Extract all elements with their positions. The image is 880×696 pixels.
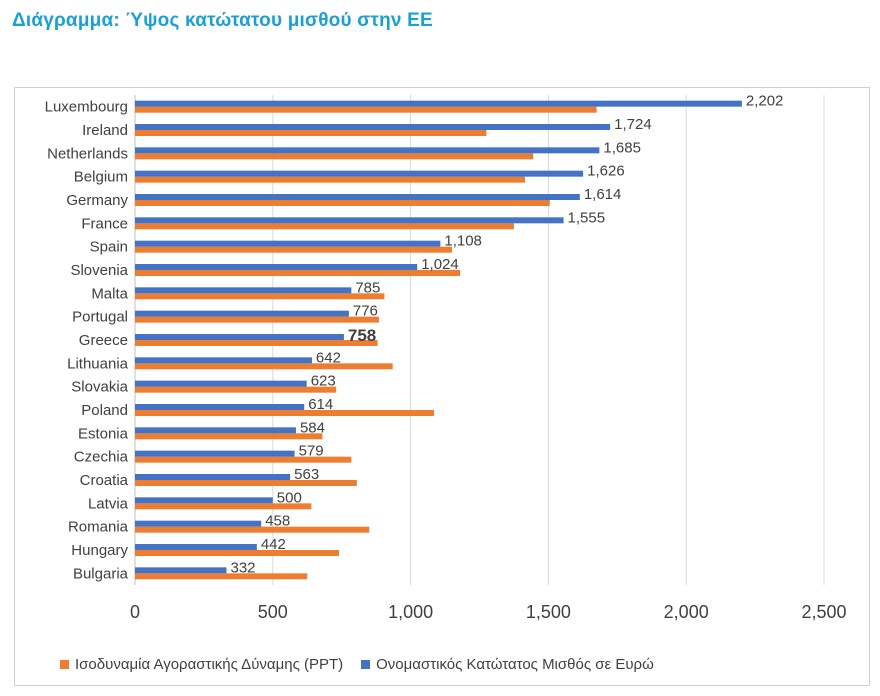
bar-ppt <box>135 550 339 556</box>
bar-nominal <box>135 404 305 410</box>
bar-ppt <box>135 410 435 416</box>
x-tick-label: 500 <box>258 602 288 622</box>
data-label: 642 <box>316 349 341 366</box>
bar-ppt <box>135 316 379 323</box>
category-label: Estonia <box>78 425 129 442</box>
data-label: 785 <box>355 279 380 296</box>
category-label: Slovenia <box>70 262 128 279</box>
bar-ppt <box>135 503 312 510</box>
data-label: 500 <box>277 489 302 506</box>
category-label: Netherlands <box>47 145 128 162</box>
category-label: Croatia <box>80 472 129 489</box>
data-label: 1,685 <box>603 139 641 156</box>
category-label: Lithuania <box>67 355 129 372</box>
data-label: 332 <box>230 559 255 576</box>
bar-nominal <box>135 450 295 457</box>
bar-nominal <box>135 520 262 527</box>
data-label: 1,024 <box>421 256 459 273</box>
data-label: 584 <box>300 419 325 436</box>
bar-nominal <box>135 217 564 224</box>
bar-nominal <box>135 497 273 504</box>
category-label: Luxembourg <box>45 99 128 116</box>
bar-nominal <box>135 380 307 387</box>
bar-nominal <box>135 100 742 107</box>
bar-ppt <box>135 480 357 486</box>
bar-ppt <box>135 200 550 206</box>
bar-nominal <box>135 170 584 177</box>
data-label: 1,614 <box>584 186 622 203</box>
category-label: Romania <box>68 519 129 536</box>
legend-item-nominal: Ονομαστικός Κατώτατος Μισθός σε Ευρώ <box>361 656 654 673</box>
x-tick-label: 1,500 <box>526 602 571 622</box>
category-label: Poland <box>81 402 128 419</box>
bar-ppt <box>135 573 308 580</box>
category-label: Malta <box>91 285 128 302</box>
category-label: Germany <box>66 192 128 209</box>
x-tick-label: 0 <box>130 602 140 622</box>
bar-ppt <box>135 223 514 230</box>
legend-swatch-nominal <box>361 660 371 669</box>
bar-ppt <box>135 293 385 300</box>
bar-nominal <box>135 287 352 294</box>
bar-ppt <box>135 456 352 463</box>
bar-ppt <box>135 386 337 393</box>
category-label: Slovakia <box>71 379 128 396</box>
bar-ppt <box>135 130 487 136</box>
x-tick-label: 2,500 <box>801 602 846 622</box>
data-label: 1,555 <box>568 209 606 226</box>
legend-label-ppt: Ισοδυναμία Αγοραστικής Δύναμης (PPT) <box>75 656 344 673</box>
bar-ppt <box>135 270 461 276</box>
bar-ppt <box>135 153 534 160</box>
bar-nominal <box>135 567 227 574</box>
data-label: 563 <box>294 466 319 483</box>
bar-nominal <box>135 544 257 550</box>
bar-ppt <box>135 340 378 346</box>
data-label: 758 <box>348 326 376 345</box>
category-label: Hungary <box>71 542 128 559</box>
data-label: 2,202 <box>746 93 784 110</box>
page-title: Διάγραμμα: Ύψος κατώτατου μισθού στην ΕΕ <box>12 10 433 31</box>
bar-ppt <box>135 176 525 183</box>
data-label: 1,626 <box>587 163 625 180</box>
data-label: 442 <box>261 536 286 553</box>
bar-nominal <box>135 474 291 480</box>
data-label: 623 <box>311 373 336 390</box>
legend-swatch-ppt <box>60 660 69 669</box>
category-label: Spain <box>90 239 128 256</box>
bar-ppt <box>135 433 323 440</box>
category-label: Portugal <box>72 309 128 326</box>
bar-nominal <box>135 264 418 270</box>
x-tick-label: 1,000 <box>388 602 433 622</box>
data-label: 776 <box>353 303 378 320</box>
category-label: France <box>81 215 128 232</box>
bar-nominal <box>135 427 296 434</box>
x-tick-label: 2,000 <box>664 602 709 622</box>
data-label: 579 <box>299 443 324 460</box>
data-label: 614 <box>308 396 333 413</box>
bar-nominal <box>135 334 344 340</box>
bar-nominal <box>135 124 611 130</box>
legend-item-ppt: Ισοδυναμία Αγοραστικής Δύναμης (PPT) <box>60 656 343 673</box>
category-label: Latvia <box>88 495 129 512</box>
category-label: Belgium <box>74 169 128 186</box>
data-label: 1,724 <box>614 116 652 133</box>
bar-nominal <box>135 310 349 317</box>
legend: Ισοδυναμία Αγοραστικής Δύναμης (PPT) Ονο… <box>60 656 654 673</box>
category-label: Bulgaria <box>73 565 129 582</box>
bar-nominal <box>135 357 312 364</box>
bar-nominal <box>135 194 580 200</box>
bar-ppt <box>135 363 393 370</box>
bar-ppt <box>135 246 452 253</box>
category-label: Czechia <box>74 449 129 466</box>
bar-ppt <box>135 526 370 533</box>
category-label: Ireland <box>82 122 128 139</box>
data-label: 458 <box>265 513 290 530</box>
bar-nominal <box>135 147 600 154</box>
bar-ppt <box>135 106 597 113</box>
legend-label-nominal: Ονομαστικός Κατώτατος Μισθός σε Ευρώ <box>376 656 654 673</box>
data-label: 1,108 <box>444 233 482 250</box>
category-label: Greece <box>79 332 128 349</box>
bar-nominal <box>135 240 441 247</box>
